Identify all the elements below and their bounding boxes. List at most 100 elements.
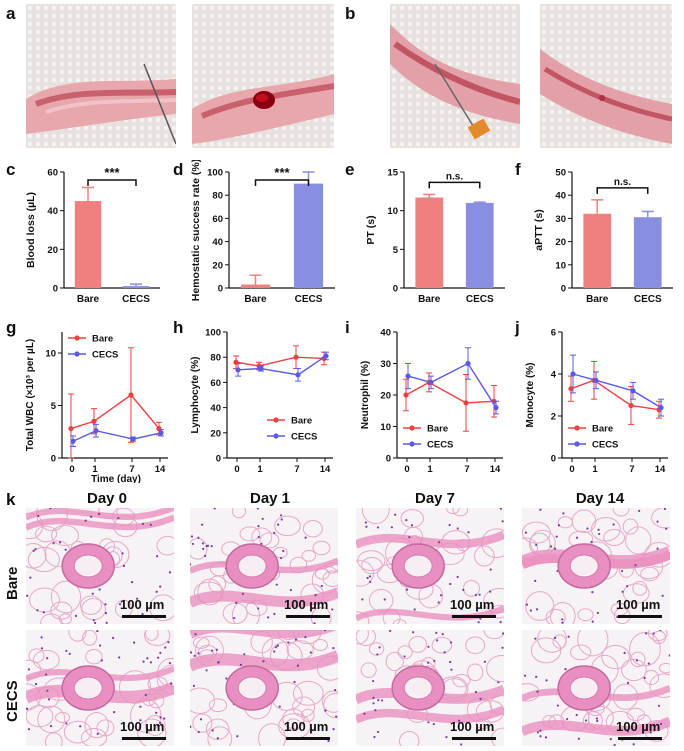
scale-bar: [452, 615, 496, 618]
adipose-cell: [35, 525, 58, 543]
nucleus: [296, 664, 300, 667]
bar-bare: [240, 284, 271, 288]
adipose-cell: [452, 674, 471, 688]
adipose-cell: [37, 705, 66, 734]
nucleus: [366, 576, 369, 580]
adipose-cell: [190, 687, 216, 715]
nucleus: [586, 527, 589, 530]
nucleus: [170, 682, 173, 685]
nucleus: [131, 581, 134, 584]
adipose-cell: [32, 649, 60, 671]
nucleus: [104, 612, 108, 615]
nucleus: [118, 656, 121, 659]
vessel-lumen: [73, 676, 103, 700]
significance-label: n.s.: [614, 177, 631, 188]
histology-image: [26, 508, 174, 624]
nucleus: [497, 681, 500, 684]
nucleus: [36, 609, 39, 612]
series-line-cecs: [572, 373, 662, 409]
nucleus: [564, 667, 567, 671]
histology-image: [356, 630, 504, 746]
nucleus: [372, 702, 375, 705]
nucleus: [479, 617, 482, 620]
scale-bar: [122, 615, 166, 618]
nucleus: [190, 563, 192, 566]
adipose-cell: [361, 508, 390, 525]
x-axis-label: Time (day): [91, 474, 141, 483]
histology-bare-day-0: 100 µm: [26, 508, 174, 624]
nucleus: [203, 554, 207, 557]
nucleus: [365, 525, 368, 528]
nucleus: [294, 638, 297, 641]
scale-bar: [286, 737, 330, 740]
adipose-cell: [27, 546, 60, 573]
data-point: [235, 367, 241, 373]
nucleus: [435, 631, 438, 634]
nucleus: [217, 661, 220, 664]
nucleus: [556, 704, 559, 707]
nucleus: [389, 630, 392, 632]
nucleus: [239, 663, 243, 666]
nucleus: [156, 555, 159, 558]
nucleus: [437, 601, 440, 604]
y-axis-label: Lymphocyte (%): [190, 357, 201, 434]
y-tick-label: 10: [387, 206, 398, 217]
x-tick-label: Bare: [244, 294, 267, 305]
adipose-cell: [601, 644, 630, 670]
adipose-cell: [302, 520, 323, 538]
adipose-cell: [84, 712, 109, 739]
x-tick-label: 1: [592, 464, 598, 475]
nucleus: [524, 531, 528, 534]
adipose-cell: [408, 635, 428, 653]
adipose-cell: [537, 630, 567, 653]
adipose-cell: [323, 692, 338, 719]
nucleus: [40, 636, 43, 639]
nucleus: [577, 737, 580, 740]
nucleus: [477, 621, 480, 624]
nucleus: [659, 630, 662, 632]
adipose-cell: [50, 601, 73, 620]
nucleus: [634, 564, 637, 567]
adipose-cell: [50, 580, 82, 614]
adipose-cell: [474, 545, 495, 567]
legend-label-cecs: CECS: [92, 350, 118, 361]
adipose-cell: [192, 636, 210, 649]
nucleus: [233, 616, 236, 620]
adipose-cell: [144, 715, 166, 736]
nucleus: [456, 575, 459, 579]
nucleus: [561, 618, 564, 621]
y-tick-label: 0: [218, 284, 223, 295]
nucleus: [566, 717, 569, 721]
legend-marker: [273, 433, 279, 439]
y-axis-label: Hemostatic success rate (%): [190, 160, 202, 301]
nucleus: [256, 508, 259, 510]
y-tick-label: 2: [551, 412, 556, 423]
adipose-cell: [356, 560, 374, 587]
row-label-bare: Bare: [4, 566, 21, 600]
data-point: [403, 392, 409, 398]
nucleus: [163, 717, 166, 720]
nucleus: [282, 549, 285, 553]
significance-bracket: [87, 179, 137, 186]
legend-label-bare: Bare: [291, 416, 312, 427]
nucleus: [534, 637, 537, 640]
nucleus: [635, 659, 639, 662]
series-line-bare: [70, 394, 160, 430]
nucleus: [665, 527, 668, 530]
adipose-cell: [603, 528, 626, 547]
nucleus: [427, 645, 430, 648]
row-label-cecs: CECS: [4, 680, 21, 722]
nucleus: [376, 730, 380, 734]
y-tick-label: 40: [210, 403, 221, 414]
nucleus: [98, 644, 102, 647]
nucleus: [377, 699, 380, 702]
x-tick-label: CECS: [122, 294, 150, 305]
nucleus: [656, 520, 659, 523]
vessel-lumen: [403, 554, 433, 578]
nucleus: [257, 525, 260, 528]
y-tick-label: 4: [551, 370, 557, 381]
nucleus: [626, 585, 629, 588]
nucleus: [535, 675, 538, 678]
nucleus: [394, 513, 397, 516]
photo-b-needle-puncture: [390, 4, 520, 148]
